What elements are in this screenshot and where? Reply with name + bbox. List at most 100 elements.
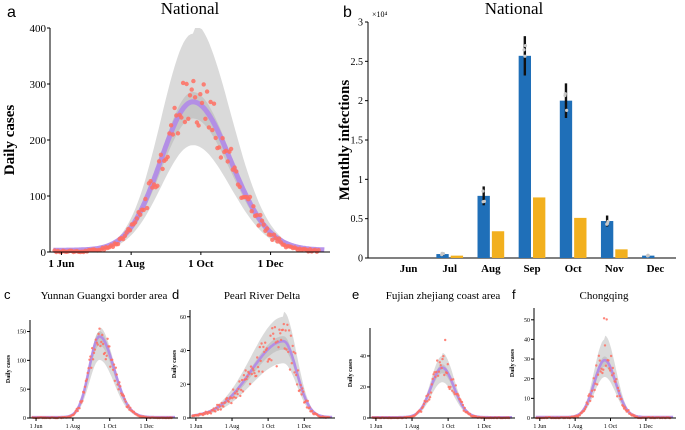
- observed-point: [261, 222, 266, 227]
- observed-point: [448, 387, 451, 391]
- observed-point: [454, 384, 457, 387]
- observed-point: [123, 398, 127, 401]
- observed-point: [264, 226, 270, 231]
- observed-point: [272, 332, 275, 335]
- observed-point: [103, 351, 107, 355]
- observed-point: [237, 387, 240, 391]
- x-tick-label: 1 Dec: [140, 424, 154, 430]
- observed-point: [91, 358, 95, 361]
- x-tick-label: 1 Dec: [258, 258, 284, 270]
- panel-letter: b: [343, 4, 352, 21]
- observed-point: [73, 411, 77, 414]
- observed-point: [298, 389, 301, 392]
- observed-point: [184, 81, 189, 87]
- observed-point: [91, 347, 94, 350]
- observed-point: [236, 392, 239, 396]
- observed-point: [114, 366, 118, 369]
- observed-point: [191, 78, 196, 84]
- observed-point: [120, 236, 126, 242]
- uncertainty-band: [371, 352, 512, 418]
- x-tick-label: 1 Dec: [639, 424, 653, 430]
- bar-orange-Jul: [450, 255, 464, 258]
- observed-point: [289, 334, 293, 337]
- observed-point: [614, 380, 617, 383]
- observed-point: [216, 403, 219, 407]
- x-tick-label: Jul: [442, 263, 457, 275]
- observed-point: [435, 370, 438, 374]
- observed-point: [74, 409, 78, 412]
- observed-point: [304, 399, 308, 402]
- observed-point: [182, 119, 188, 125]
- observed-point: [428, 396, 432, 399]
- observed-point: [275, 365, 278, 368]
- observed-point: [158, 152, 164, 157]
- observed-point: [440, 366, 443, 370]
- observed-point: [247, 194, 253, 200]
- observed-point: [601, 371, 604, 375]
- sample-point: [606, 219, 610, 224]
- observed-point: [83, 385, 87, 388]
- observed-point: [274, 341, 277, 344]
- observed-point: [268, 357, 271, 361]
- observed-point: [242, 374, 246, 377]
- observed-point: [278, 328, 281, 331]
- y-tick-label: 0: [527, 416, 530, 422]
- y-tick-label: 150: [17, 330, 26, 336]
- observed-point: [75, 407, 79, 411]
- panel-a: a National 0 100 200 300 400 1 Jun 1 Aug 1 Oct 1 D…: [2, 0, 330, 270]
- panel-title: Pearl River Delta: [224, 290, 300, 302]
- observed-point: [463, 406, 466, 410]
- observed-point: [578, 414, 581, 417]
- observed-point: [603, 344, 607, 347]
- observed-point: [94, 338, 98, 341]
- observed-point: [243, 378, 246, 381]
- observed-point: [443, 373, 446, 377]
- observed-point: [251, 204, 256, 209]
- observed-point: [272, 337, 276, 340]
- observed-point: [143, 196, 148, 202]
- panel-f: f Chongqing 0 10 20 30 40 50 1 Jun 1 Aug 1 Oct 1 De…: [510, 287, 676, 430]
- y-tick-label: 40: [524, 338, 530, 344]
- observed-point: [421, 405, 425, 408]
- panel-letter: f: [512, 287, 516, 302]
- observed-point: [268, 232, 273, 238]
- observed-point: [270, 237, 275, 242]
- observed-point: [233, 392, 237, 395]
- observed-point: [211, 409, 214, 412]
- panel-title: Yunnan Guangxi border area: [41, 290, 168, 302]
- x-tick-label: 1 Oct: [442, 424, 455, 430]
- observed-point: [270, 359, 273, 362]
- observed-point: [589, 399, 592, 403]
- observed-point: [296, 369, 300, 372]
- y-tick-label: 30: [524, 357, 530, 363]
- observed-point: [118, 381, 121, 384]
- x-tick-label: 1 Jun: [30, 424, 43, 430]
- observed-point: [112, 363, 116, 366]
- observed-point: [616, 386, 620, 390]
- observed-point: [126, 406, 129, 409]
- observed-point: [618, 394, 621, 398]
- observed-point: [89, 355, 92, 358]
- observed-point: [431, 377, 434, 381]
- observed-point: [199, 100, 205, 106]
- observed-points: [31, 327, 174, 420]
- y-tick-label: 0: [183, 416, 186, 422]
- observed-point: [105, 354, 108, 357]
- observed-point: [432, 373, 435, 376]
- observed-point: [253, 372, 256, 375]
- observed-point: [78, 407, 81, 410]
- observed-point: [264, 341, 267, 344]
- sample-point: [441, 252, 446, 256]
- observed-point: [271, 327, 274, 330]
- observed-point: [427, 393, 430, 396]
- observed-point: [453, 393, 457, 396]
- observed-point: [461, 403, 465, 407]
- observed-point: [607, 359, 610, 362]
- uncertainty-band: [191, 311, 332, 418]
- observed-point: [462, 409, 465, 412]
- observed-point: [276, 236, 282, 241]
- observed-point: [608, 367, 611, 370]
- inner-band: [53, 91, 324, 253]
- observed-point: [218, 405, 222, 408]
- observed-point: [239, 394, 242, 398]
